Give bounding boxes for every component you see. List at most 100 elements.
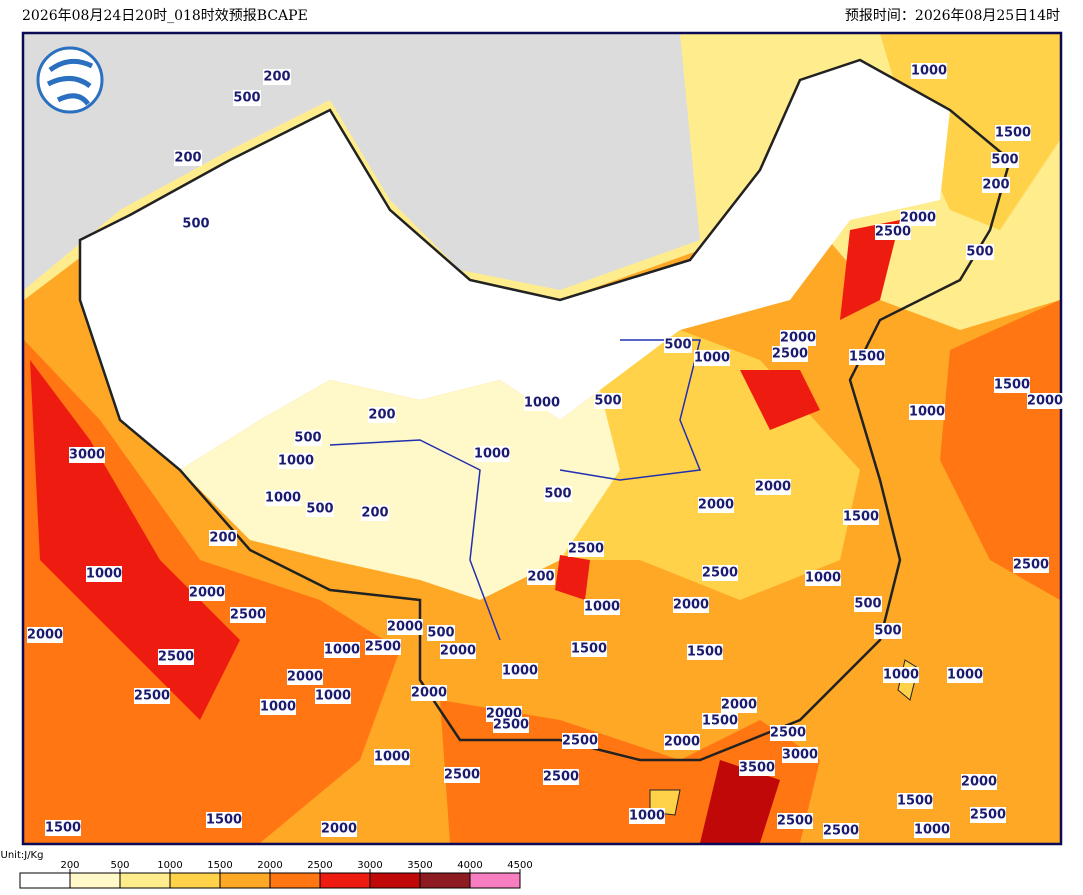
contour-label-bg	[914, 822, 950, 838]
cape-sea-east	[940, 300, 1060, 600]
contour-label: 2500	[702, 566, 738, 581]
contour-label: 2000	[780, 331, 816, 346]
colorbar-box	[69, 872, 121, 889]
contour-label-bg	[854, 596, 882, 612]
colorbar-box	[369, 872, 421, 889]
colorbar-tick-label: 2500	[307, 860, 332, 871]
contour-label: 1000	[260, 700, 296, 715]
contour-label-bg	[287, 669, 323, 685]
colorbar-box	[269, 872, 321, 889]
contour-label: 500	[182, 217, 209, 232]
contour-label-bg	[823, 823, 859, 839]
contour-label-bg	[182, 216, 210, 232]
contour-label: 500	[991, 153, 1018, 168]
contour-label-bg	[687, 644, 723, 660]
contour-label: 2000	[900, 211, 936, 226]
contour-label-bg	[970, 807, 1006, 823]
contour-label: 1000	[474, 447, 510, 462]
contour-label: 1000	[324, 643, 360, 658]
contour-label: 500	[664, 338, 691, 353]
colorbar: 200 500 1000 1500 2000 2500 3000 3500 4000 4500	[19, 860, 533, 889]
contour-label-bg	[189, 585, 225, 601]
colorbar-tick-label: 200	[60, 860, 79, 871]
contour-label-bg	[694, 350, 730, 366]
contour-label-bg	[230, 607, 266, 623]
contour-label: 2500	[568, 542, 604, 557]
contour-label-bg	[994, 377, 1030, 393]
colorbar-tick-label: 500	[110, 860, 129, 871]
contour-label: 2500	[562, 734, 598, 749]
contour-label: 2500	[158, 650, 194, 665]
contour-label: 2000	[27, 628, 63, 643]
contour-label-bg	[698, 497, 734, 513]
contour-label-bg	[427, 625, 455, 641]
contour-label: 2500	[365, 640, 401, 655]
contour-label-bg	[673, 597, 709, 613]
contour-label: 1500	[206, 813, 242, 828]
contour-label: 500	[966, 245, 993, 260]
contour-label-bg	[368, 407, 396, 423]
contour-label: 1000	[629, 809, 665, 824]
china-north	[80, 60, 950, 470]
contour-label-bg	[209, 530, 237, 546]
colorbar-box	[319, 872, 371, 889]
contour-label-bg	[995, 125, 1031, 141]
contour-label-bg	[265, 490, 301, 506]
contour-label: 1000	[502, 664, 538, 679]
contour-label-bg	[947, 667, 983, 683]
contour-label-bg	[361, 505, 389, 521]
unit-label: Unit:J/Kg	[1, 850, 44, 861]
contour-label: 1000	[374, 750, 410, 765]
contour-label-bg	[594, 393, 622, 409]
contour-label: 200	[527, 570, 554, 585]
contour-label-bg	[629, 808, 665, 824]
contour-label-bg	[702, 565, 738, 581]
contour-label: 200	[209, 531, 236, 546]
contour-label-bg	[982, 177, 1010, 193]
contour-label: 1000	[265, 491, 301, 506]
contour-label: 2000	[411, 686, 447, 701]
colorbar-tick-label: 4000	[457, 860, 482, 871]
contour-label: 2000	[387, 620, 423, 635]
colorbar-box	[119, 872, 171, 889]
contour-label-bg	[524, 395, 560, 411]
contour-label: 500	[594, 394, 621, 409]
contour-label: 3000	[69, 448, 105, 463]
contour-label: 1500	[995, 126, 1031, 141]
contour-label-bg	[874, 623, 902, 639]
colorbar-tick-label: 3500	[407, 860, 432, 871]
contour-label-bg	[387, 619, 423, 635]
contour-label: 200	[368, 408, 395, 423]
contour-label-bg	[86, 566, 122, 582]
contour-label: 2500	[875, 225, 911, 240]
contour-label: 1000	[524, 396, 560, 411]
contour-label: 2500	[772, 347, 808, 362]
colorbar-box	[169, 872, 221, 889]
contour-label-bg	[961, 774, 997, 790]
contour-label-bg	[174, 150, 202, 166]
contour-label-bg	[770, 725, 806, 741]
contour-label: 1500	[897, 794, 933, 809]
contour-label: 1000	[883, 668, 919, 683]
contour-label: 200	[174, 151, 201, 166]
contour-label: 2500	[777, 814, 813, 829]
contour-label: 2500	[823, 824, 859, 839]
contour-label: 200	[982, 178, 1009, 193]
contour-label-bg	[1027, 393, 1063, 409]
contour-label-bg	[544, 486, 572, 502]
header-right: 预报时间：2026年08月25日14时	[845, 8, 1060, 24]
contour-label: 2500	[770, 726, 806, 741]
contour-label-bg	[158, 649, 194, 665]
contour-label-bg	[900, 210, 936, 226]
contour-label: 2000	[440, 644, 476, 659]
contour-label-bg	[966, 244, 994, 260]
contour-label-bg	[721, 697, 757, 713]
contour-label-bg	[294, 430, 322, 446]
contour-label-bg	[493, 717, 529, 733]
contour-label-bg	[584, 599, 620, 615]
contour-label: 2000	[721, 698, 757, 713]
contour-label-bg	[440, 643, 476, 659]
contour-label: 500	[854, 597, 881, 612]
contour-label-bg	[911, 63, 947, 79]
